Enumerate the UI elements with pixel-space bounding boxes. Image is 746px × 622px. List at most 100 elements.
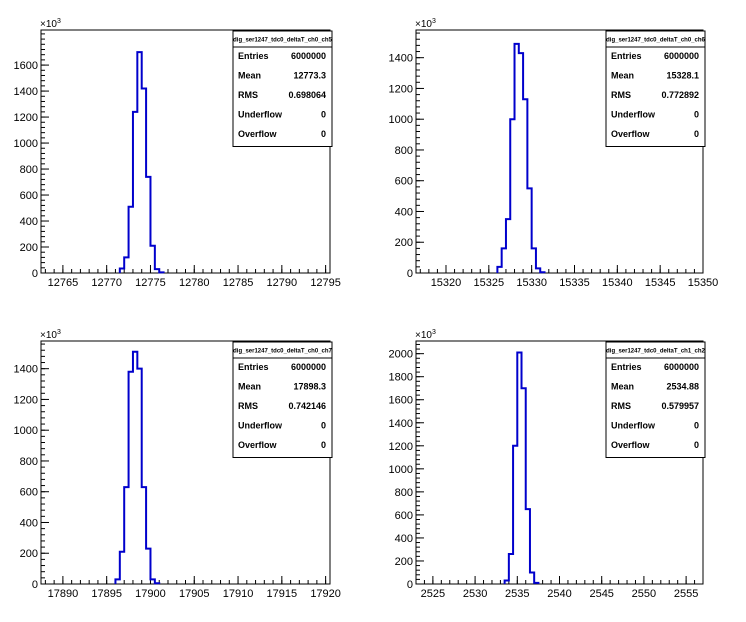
y-axis-multiplier-exponent: 3 [432,18,436,25]
x-tick-label: 2530 [463,588,487,600]
stats-label: RMS [238,401,258,411]
x-tick-label: 12775 [135,277,166,289]
y-tick-label: 400 [395,206,413,218]
stats-value: 0 [694,440,699,450]
y-tick-label: 1400 [389,53,413,65]
x-tick-label: 17915 [267,588,298,600]
histogram-series [496,42,546,274]
y-tick-label: 400 [20,216,38,228]
stats-label: Mean [611,71,634,81]
y-axis-multiplier: ×103 [415,18,436,30]
stats-value: 6000000 [664,51,699,61]
stats-value: 0.742146 [288,401,326,411]
y-tick-label: 200 [395,237,413,249]
x-tick-label: 12770 [91,277,122,289]
stats-value: 6000000 [664,362,699,372]
y-axis-multiplier-base: ×10 [415,330,432,341]
x-tick-label: 17895 [91,588,122,600]
histogram-title: dig_ser1247_tdc0_deltaT_ch0_ch7 [233,349,332,355]
y-tick-label: 400 [395,533,413,545]
y-axis-multiplier-exponent: 3 [57,329,61,336]
x-tick-label: 17920 [310,588,341,600]
x-tick-label: 17905 [179,588,210,600]
stats-value: 17898.3 [293,382,326,392]
stats-label: Underflow [238,421,283,431]
y-tick-label: 1200 [389,83,413,95]
histogram-series [503,351,540,584]
y-tick-label: 0 [407,268,413,280]
stats-label: Underflow [238,110,283,120]
x-tick-label: 17890 [48,588,79,600]
stats-label: Entries [238,51,269,61]
x-tick-label: 15330 [516,277,547,289]
histogram-pad-1: 12765 12770 12775 12780 12785 12790 12795 0 200 4… [14,18,341,289]
y-tick-label: 600 [395,510,413,522]
y-axis-multiplier-base: ×10 [415,19,432,30]
x-tick-label: 2525 [421,588,445,600]
x-tick-label: 12765 [48,277,79,289]
histogram-bins [115,352,159,584]
y-tick-label: 1000 [389,464,413,476]
x-tick-label: 12790 [267,277,298,289]
stats-value: 0 [321,110,326,120]
y-axis-multiplier-exponent: 3 [57,18,61,25]
stats-value: 0 [694,421,699,431]
stats-box-frame [232,30,333,147]
x-minor-ticks [44,269,327,273]
x-tick-label: 15335 [559,277,590,289]
histogram-bin [133,352,137,584]
y-tick-label: 1600 [389,395,413,407]
y-tick-label: 800 [395,145,413,157]
x-tick-label: 15320 [431,277,462,289]
y-axis-multiplier: ×103 [40,18,61,30]
x-tick-label: 2535 [505,588,529,600]
histogram-title: dig_ser1247_tdc0_deltaT_ch1_ch2 [606,349,705,355]
stats-label: RMS [611,401,631,411]
stats-label: Underflow [611,110,656,120]
stats-label: Overflow [611,129,651,139]
y-tick-label: 1400 [14,86,38,98]
y-tick-label: 200 [20,242,38,254]
stats-value: 15328.1 [666,71,699,81]
y-tick-label: 1600 [14,60,38,72]
y-tick-label: 1000 [389,114,413,126]
stats-label: RMS [611,90,631,100]
stats-box: dig_ser1247_tdc0_deltaT_ch0_ch5 Entries 60… [232,30,333,147]
y-axis-multiplier-base: ×10 [40,19,57,30]
y-minor-ticks [416,343,420,585]
y-tick-label: 1200 [14,112,38,124]
y-tick-label: 200 [20,548,38,560]
x-tick-label: 17910 [223,588,254,600]
stats-value: 0 [694,110,699,120]
y-tick-label: 1200 [14,394,38,406]
y-axis-multiplier: ×103 [415,329,436,341]
x-tick-label: 12785 [223,277,254,289]
histogram-bins [497,44,544,273]
y-tick-label: 0 [32,268,38,280]
stats-value: 0 [321,421,326,431]
y-tick-label: 1400 [14,364,38,376]
y-tick-label: 0 [32,579,38,591]
y-tick-label: 600 [395,176,413,188]
y-minor-ticks [41,343,45,585]
stats-box-frame [605,341,706,458]
stats-box: dig_ser1247_tdc0_deltaT_ch0_ch6 Entries 60… [605,30,706,147]
x-minor-ticks [44,580,327,584]
y-axis-multiplier-exponent: 3 [432,329,436,336]
y-tick-label: 800 [20,164,38,176]
stats-label: Entries [611,362,642,372]
y-tick-label: 800 [395,487,413,499]
x-tick-label: 2555 [674,588,698,600]
histogram-title: dig_ser1247_tdc0_deltaT_ch0_ch5 [233,38,332,44]
x-tick-label: 15345 [645,277,676,289]
stats-value: 0 [321,440,326,450]
stats-value: 2534.88 [666,382,699,392]
stats-value: 12773.3 [293,71,326,81]
x-tick-label: 12795 [310,277,341,289]
stats-label: Entries [611,51,642,61]
y-tick-label: 600 [20,190,38,202]
stats-label: Overflow [238,440,278,450]
y-tick-label: 2000 [389,349,413,361]
y-tick-label: 1800 [389,372,413,384]
